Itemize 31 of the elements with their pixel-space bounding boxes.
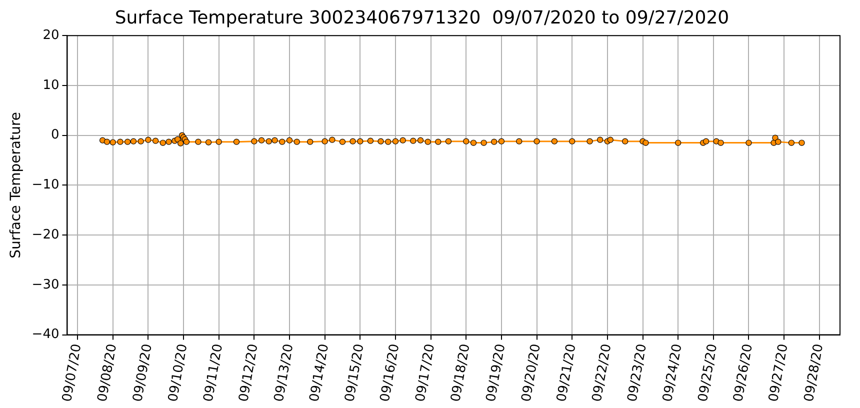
- x-tick-label: 09/20/20: [519, 342, 544, 403]
- y-axis-title: Surface Temperature: [8, 112, 24, 258]
- x-tick-label: 09/23/20: [625, 342, 650, 403]
- x-tick-label: 09/22/20: [590, 342, 615, 403]
- y-tick-label: −30: [32, 277, 60, 292]
- x-tick-label: 09/09/20: [130, 342, 156, 403]
- x-tick-label: 09/13/20: [272, 342, 297, 403]
- x-tick-label: 09/15/20: [342, 342, 368, 403]
- x-tick-label: 09/11/20: [201, 342, 226, 403]
- x-tick-label: 09/25/20: [696, 342, 721, 403]
- chart-title: Surface Temperature 300234067971320 09/07/2020 to 09/27/2020: [114, 7, 730, 28]
- x-tick-label: 09/18/20: [448, 342, 474, 403]
- x-tick-label: 09/17/20: [413, 342, 438, 403]
- x-tick-label: 09/21/20: [554, 342, 580, 403]
- x-tick-label: 09/16/20: [378, 342, 403, 403]
- x-tick-label: 09/28/20: [802, 342, 827, 403]
- y-tick-label: 10: [42, 78, 60, 93]
- x-tick-label: 09/14/20: [307, 342, 332, 403]
- x-tick-label: 09/07/20: [60, 342, 85, 403]
- y-tick-label: −20: [32, 227, 60, 242]
- y-tick-label: −10: [32, 178, 60, 193]
- y-tick-label: −40: [32, 327, 60, 342]
- x-tick-label: 09/27/20: [766, 342, 792, 403]
- x-tick-label: 09/12/20: [236, 342, 262, 403]
- x-tick-label: 09/19/20: [484, 342, 509, 403]
- y-tick-label: 0: [50, 128, 60, 143]
- x-tick-label: 09/24/20: [660, 342, 686, 403]
- x-tick-label: 09/26/20: [731, 342, 756, 403]
- x-tick-label: 09/08/20: [95, 342, 120, 403]
- x-tick-label: 09/10/20: [166, 342, 191, 403]
- y-tick-label: 20: [42, 28, 60, 43]
